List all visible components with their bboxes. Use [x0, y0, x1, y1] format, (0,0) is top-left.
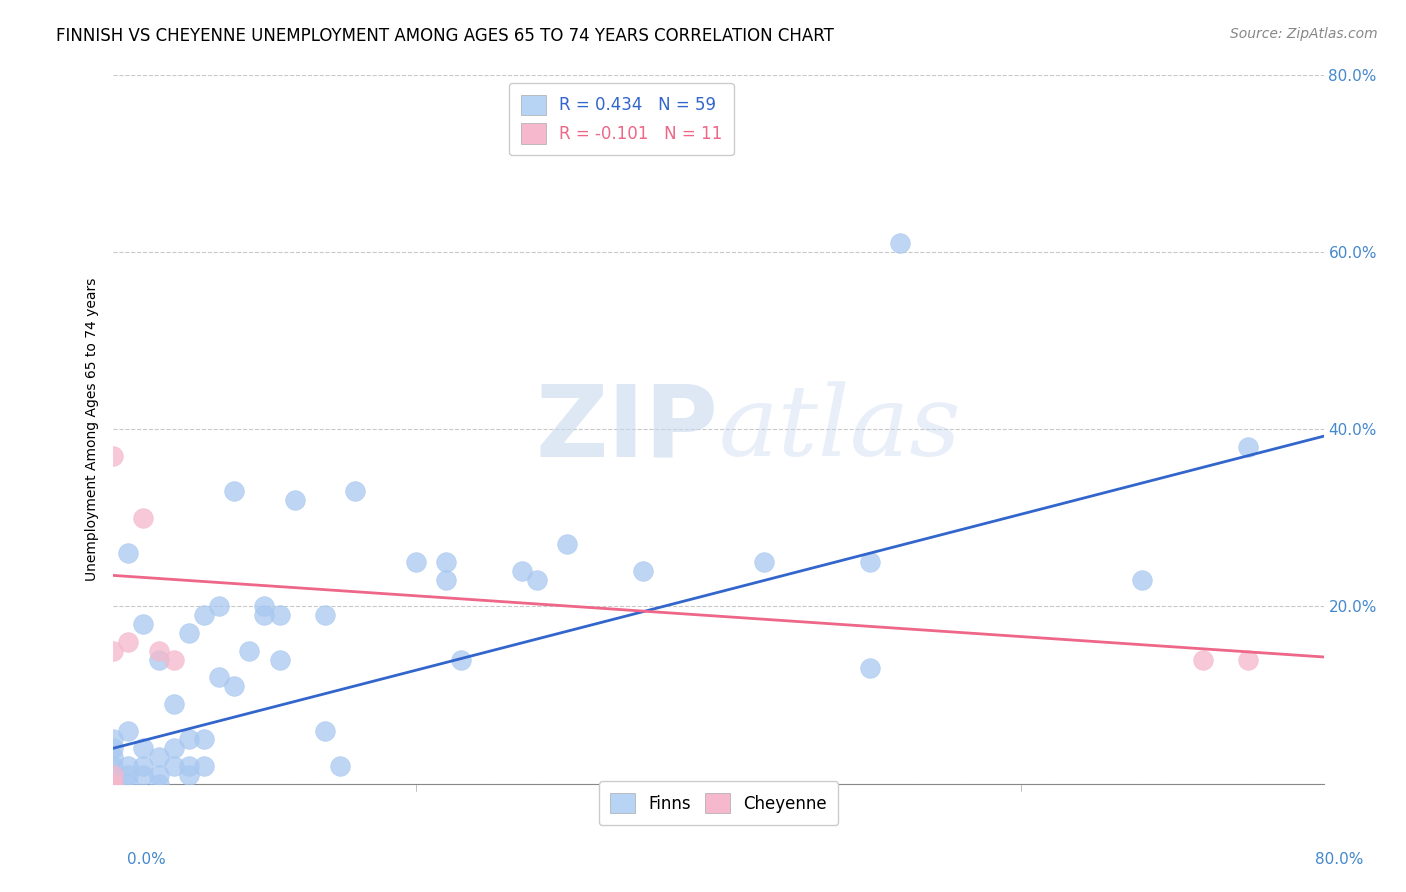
Point: [224, 484, 246, 499]
Point: [163, 759, 186, 773]
Point: [510, 564, 533, 578]
Point: [208, 670, 231, 684]
Point: [103, 449, 125, 463]
Point: [253, 608, 276, 623]
Point: [314, 723, 336, 738]
Point: [103, 644, 125, 658]
Point: [1237, 652, 1260, 666]
Point: [193, 608, 215, 623]
Legend: Finns, Cheyenne: Finns, Cheyenne: [599, 781, 838, 825]
Point: [132, 759, 155, 773]
Point: [1191, 652, 1213, 666]
Text: 0.0%: 0.0%: [127, 852, 166, 867]
Point: [193, 732, 215, 747]
Point: [889, 235, 911, 250]
Text: FINNISH VS CHEYENNE UNEMPLOYMENT AMONG AGES 65 TO 74 YEARS CORRELATION CHART: FINNISH VS CHEYENNE UNEMPLOYMENT AMONG A…: [56, 27, 834, 45]
Point: [132, 741, 155, 756]
Text: atlas: atlas: [718, 382, 962, 477]
Point: [177, 768, 200, 782]
Point: [253, 599, 276, 614]
Point: [103, 777, 125, 791]
Point: [859, 661, 882, 675]
Point: [163, 652, 186, 666]
Point: [284, 493, 307, 508]
Point: [103, 777, 125, 791]
Point: [269, 608, 291, 623]
Point: [132, 768, 155, 782]
Point: [405, 555, 427, 569]
Point: [148, 652, 170, 666]
Point: [117, 768, 139, 782]
Point: [177, 626, 200, 640]
Point: [193, 759, 215, 773]
Point: [103, 768, 125, 782]
Point: [148, 750, 170, 764]
Point: [117, 759, 139, 773]
Point: [450, 652, 472, 666]
Point: [752, 555, 775, 569]
Point: [631, 564, 654, 578]
Point: [238, 644, 260, 658]
Point: [132, 510, 155, 524]
Point: [148, 777, 170, 791]
Point: [117, 546, 139, 560]
Point: [224, 679, 246, 693]
Point: [555, 537, 578, 551]
Point: [132, 617, 155, 632]
Text: 80.0%: 80.0%: [1316, 852, 1364, 867]
Point: [103, 777, 125, 791]
Point: [859, 555, 882, 569]
Point: [526, 573, 548, 587]
Point: [103, 768, 125, 782]
Point: [1237, 440, 1260, 454]
Point: [103, 759, 125, 773]
Point: [117, 723, 139, 738]
Point: [329, 759, 352, 773]
Point: [103, 741, 125, 756]
Point: [103, 777, 125, 791]
Point: [103, 777, 125, 791]
Point: [117, 777, 139, 791]
Point: [163, 697, 186, 711]
Text: Source: ZipAtlas.com: Source: ZipAtlas.com: [1230, 27, 1378, 41]
Point: [269, 652, 291, 666]
Point: [344, 484, 367, 499]
Point: [148, 644, 170, 658]
Point: [434, 555, 457, 569]
Point: [177, 759, 200, 773]
Point: [148, 768, 170, 782]
Point: [434, 573, 457, 587]
Point: [177, 732, 200, 747]
Point: [103, 732, 125, 747]
Text: ZIP: ZIP: [536, 381, 718, 477]
Y-axis label: Unemployment Among Ages 65 to 74 years: Unemployment Among Ages 65 to 74 years: [86, 277, 100, 581]
Point: [103, 750, 125, 764]
Point: [117, 635, 139, 649]
Point: [1130, 573, 1153, 587]
Point: [163, 741, 186, 756]
Point: [314, 608, 336, 623]
Point: [208, 599, 231, 614]
